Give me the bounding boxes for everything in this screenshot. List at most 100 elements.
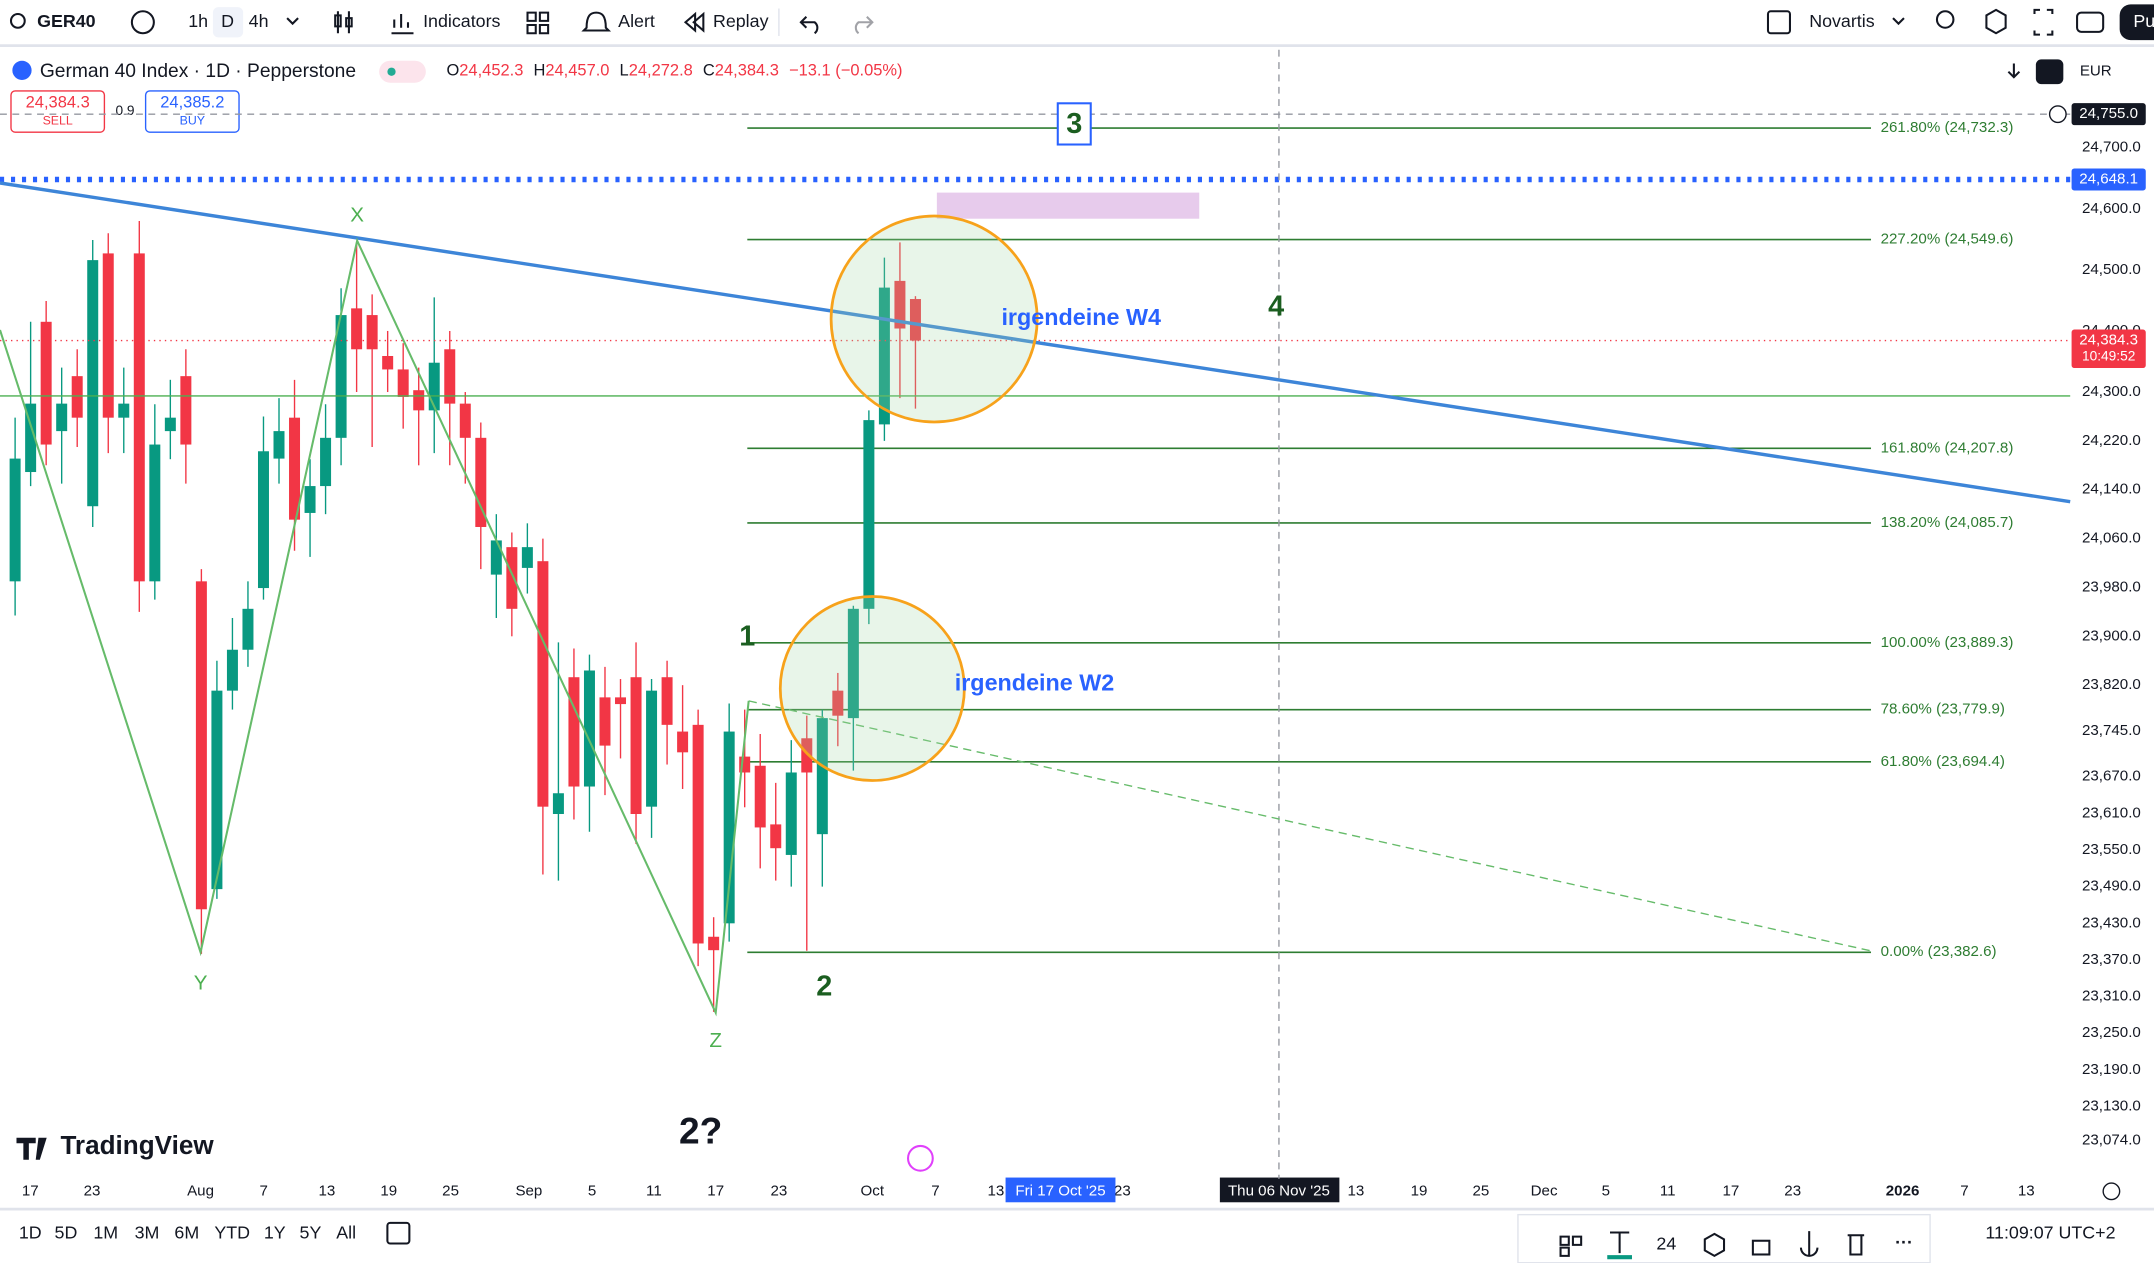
font-size[interactable]: 24 — [1656, 1234, 1676, 1254]
replay[interactable]: Replay — [713, 11, 769, 31]
crosshair-date: Thu 06 Nov '25 — [1228, 1182, 1330, 1199]
watchlist-icon[interactable] — [1766, 10, 1791, 35]
price-tick-label: 24,600.0 — [2082, 200, 2141, 217]
auto-scale[interactable] — [2035, 59, 2064, 85]
time-tick-label: 2026 — [1886, 1182, 1920, 1199]
price-marker-box — [2071, 168, 2146, 191]
range-button[interactable]: 3M — [135, 1223, 160, 1243]
candle-body — [583, 670, 595, 787]
delete[interactable] — [1847, 1234, 1865, 1256]
add-alert[interactable] — [2048, 105, 2067, 124]
search-icon[interactable] — [9, 12, 26, 29]
publish-button[interactable] — [2119, 4, 2154, 41]
candle-body — [366, 315, 378, 350]
candle-body — [832, 690, 844, 716]
candle-body — [863, 420, 875, 609]
time-tick-label: 19 — [1411, 1182, 1428, 1199]
settings[interactable] — [1985, 8, 2007, 35]
price-tick-label: 23,670.0 — [2082, 768, 2141, 785]
lock[interactable] — [1751, 1239, 1771, 1256]
range-button[interactable]: 6M — [174, 1223, 199, 1243]
price-tick-label: 23,745.0 — [2082, 722, 2141, 739]
symbol[interactable]: GER40 — [37, 11, 96, 31]
interval-menu[interactable] — [286, 17, 299, 26]
interval[interactable]: D — [221, 11, 234, 31]
ohlc: O24,452.3 H24,457.0 L24,272.8 C24,384.3 … — [446, 62, 902, 80]
target-zone — [936, 192, 1200, 219]
bottom-bar: 24 ··· 11:09:07 UTC+2 1D 5D 1M 3M 6M YTD 1Y 5Y A… — [0, 1207, 2154, 1263]
event-icon[interactable] — [907, 1144, 934, 1172]
chart-area: 24,700.024,600.024,500.024,400.024,300.0… — [0, 103, 2146, 1203]
price-tick-label: 23,190.0 — [2082, 1061, 2141, 1078]
buy-button[interactable] — [144, 90, 240, 133]
undo[interactable] — [799, 16, 819, 35]
indicators-icon[interactable] — [391, 14, 414, 35]
candle-body — [71, 376, 83, 418]
highlight-circle — [829, 214, 1039, 424]
more[interactable]: ··· — [1895, 1232, 1913, 1252]
replay-icon[interactable] — [683, 11, 705, 33]
price-tick-label: 23,980.0 — [2082, 578, 2141, 595]
axis-settings[interactable] — [2102, 1182, 2121, 1201]
candle-body — [351, 308, 363, 350]
candle-body — [118, 403, 130, 418]
fib-label: 0.00% (23,382.6) — [1881, 943, 1997, 960]
range-button[interactable]: 5Y — [300, 1223, 322, 1243]
time-tick-label: 23 — [84, 1182, 101, 1199]
alert-icon[interactable] — [581, 11, 612, 32]
price-marker: 24,648.1 — [2079, 170, 2138, 187]
sell-price[interactable]: 24,384.3 — [26, 94, 90, 112]
tool[interactable] — [1703, 1232, 1726, 1258]
interval[interactable]: 1h — [188, 11, 208, 31]
candle-body — [397, 369, 409, 397]
range-button[interactable]: 1M — [93, 1223, 118, 1243]
scroll-down[interactable] — [2007, 63, 2021, 79]
wave-label: Z — [709, 1029, 722, 1052]
sell-label[interactable]: SELL — [43, 113, 73, 127]
candle-body — [909, 299, 921, 341]
symbol-title[interactable]: German 40 Index · 1D · Pepperstone — [40, 61, 356, 82]
price-tick-label: 24,300.0 — [2082, 383, 2141, 400]
currency[interactable]: EUR — [2080, 63, 2112, 80]
add-symbol[interactable] — [130, 10, 155, 35]
fib-label: 78.60% (23,779.9) — [1881, 701, 2005, 718]
date-range-icon[interactable] — [386, 1221, 411, 1245]
indicators[interactable]: Indicators — [423, 11, 500, 31]
snapshot[interactable] — [2076, 11, 2105, 33]
sell-button[interactable] — [10, 90, 106, 133]
range-button[interactable]: 1Y — [264, 1223, 286, 1243]
time-tick-label: 23 — [1114, 1182, 1131, 1199]
price-tick-label: 24,220.0 — [2082, 432, 2141, 449]
wave-label: 2? — [679, 1109, 722, 1151]
candle-body — [785, 772, 797, 855]
crosshair-date-box — [1005, 1177, 1116, 1203]
watchlist[interactable]: Novartis — [1809, 11, 1875, 31]
candle-body — [646, 690, 658, 807]
chart-type[interactable] — [334, 11, 353, 34]
interval[interactable]: 4h — [249, 11, 269, 31]
text-tool[interactable] — [1610, 1231, 1630, 1254]
anchor[interactable] — [1799, 1231, 1819, 1257]
watchlist-menu[interactable] — [1892, 17, 1905, 26]
fullscreen[interactable] — [2033, 8, 2054, 36]
range-button[interactable]: 5D — [55, 1223, 78, 1243]
redo[interactable] — [854, 16, 874, 35]
quick-search[interactable] — [1935, 10, 1955, 29]
price-marker-box — [2071, 329, 2146, 369]
layouts[interactable] — [526, 11, 550, 35]
time-tick-label: 5 — [588, 1182, 596, 1199]
range-button[interactable]: All — [336, 1223, 356, 1243]
alert[interactable]: Alert — [618, 11, 655, 31]
buy-label[interactable]: BUY — [180, 113, 205, 127]
time-tick-label: Aug — [187, 1182, 214, 1199]
tool[interactable] — [1559, 1235, 1583, 1257]
time-tick-label: 25 — [442, 1182, 459, 1199]
buy-price[interactable]: 24,385.2 — [160, 94, 224, 112]
highlight-circle — [778, 595, 966, 782]
wave-label: 2 — [816, 971, 832, 1003]
candle-body — [552, 793, 564, 815]
note: irgendeine W4 — [1001, 304, 1161, 330]
publish[interactable]: Pu — [2133, 11, 2154, 31]
range-button[interactable]: YTD — [214, 1223, 250, 1243]
range-button[interactable]: 1D — [19, 1223, 42, 1243]
